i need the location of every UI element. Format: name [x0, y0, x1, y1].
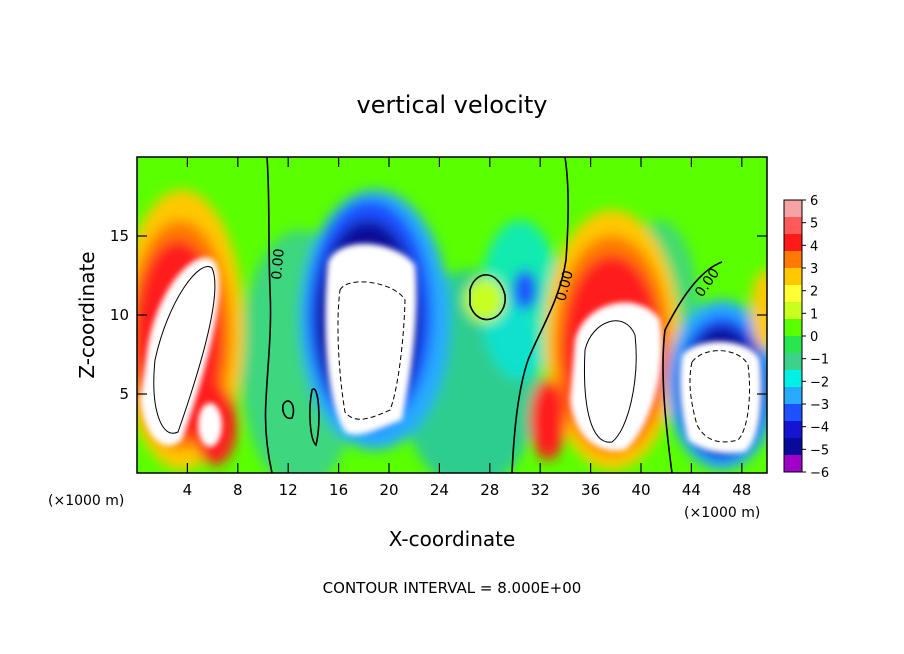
x-tick-label: 28 [480, 481, 499, 499]
y-axis: 5 10 15 [110, 227, 767, 403]
colorbar-swatch [784, 268, 802, 286]
colorbar-tick-label: −2 [810, 375, 829, 390]
zero-contour-5 [282, 400, 295, 420]
x-axis: 4 8 12 16 20 24 28 32 36 40 44 48 [183, 157, 751, 499]
x-tick-label: 36 [581, 481, 600, 499]
contour-minus-8-right [689, 350, 751, 443]
colorbar-swatch [784, 251, 802, 269]
colorbar-swatch [784, 234, 802, 252]
contour-plus-8-right [584, 320, 637, 443]
zero-contour-2 [511, 157, 569, 473]
x-axis-unit-right: (×1000 m) [684, 505, 760, 521]
zero-contour-6 [309, 388, 320, 447]
y-tick-label: 10 [110, 306, 129, 324]
colorbar-tick-label: −5 [810, 443, 829, 458]
colorbar-swatch [784, 387, 802, 405]
colorbar-tick-label: −4 [810, 421, 829, 436]
zero-contour-1 [264, 157, 273, 473]
colorbar-tick-label: −6 [810, 466, 829, 481]
x-axis-title: X-coordinate [389, 527, 516, 551]
colorbar-swatch [784, 217, 802, 235]
x-tick-label: 20 [379, 481, 398, 499]
colorbar-tick-label: 6 [810, 194, 818, 209]
x-tick-label: 44 [682, 481, 701, 499]
y-axis-title: Z-coordinate [75, 251, 99, 378]
colorbar-swatch [784, 353, 802, 371]
x-tick-label: 48 [732, 481, 751, 499]
x-tick-label: 12 [279, 481, 298, 499]
colorbar: 6 5 4 3 2 1 0 −1 −2 −3 −4 −5 −6 [783, 194, 829, 481]
colorbar-tick-label: −3 [810, 398, 829, 413]
x-tick-label: 8 [233, 481, 243, 499]
colorbar-tick-label: 4 [810, 239, 818, 254]
colorbar-swatch [784, 285, 802, 303]
colorbar-swatch [784, 200, 802, 218]
colorbar-tick-label: 2 [810, 285, 818, 300]
contour-minus-8-center [337, 281, 406, 420]
contour-label-2: 0.00 [553, 269, 577, 303]
chart-title: vertical velocity [357, 91, 548, 119]
colorbar-swatch [784, 336, 802, 354]
colorbar-tick-label: −1 [810, 353, 829, 368]
contour-plus-8-left [153, 266, 216, 434]
colorbar-swatch [784, 421, 802, 439]
x-tick-label: 16 [329, 481, 348, 499]
y-tick-label: 15 [110, 227, 129, 245]
x-tick-label: 40 [631, 481, 650, 499]
x-axis-unit-left: (×1000 m) [48, 493, 124, 509]
contour-label-1: 0.00 [269, 248, 288, 280]
colorbar-swatch [784, 370, 802, 388]
x-tick-label: 24 [430, 481, 449, 499]
colorbar-swatch [784, 455, 802, 473]
zero-contour-4 [469, 274, 506, 321]
colorbar-swatch [784, 438, 802, 456]
y-tick-label: 5 [119, 385, 129, 403]
colorbar-swatch [784, 404, 802, 422]
heatmap-field [137, 157, 767, 473]
colorbar-tick-label: 3 [810, 262, 818, 277]
colorbar-swatch [784, 302, 802, 320]
x-tick-label: 4 [183, 481, 193, 499]
zero-contour-3 [662, 261, 723, 473]
colorbar-swatch [784, 319, 802, 337]
colorbar-tick-label: 1 [810, 307, 818, 322]
contour-interval-note: CONTOUR INTERVAL = 8.000E+00 [323, 579, 582, 597]
x-tick-label: 32 [531, 481, 550, 499]
colorbar-tick-label: 5 [810, 217, 818, 232]
contour-lines [153, 157, 751, 473]
colorbar-tick-label: 0 [810, 330, 818, 345]
